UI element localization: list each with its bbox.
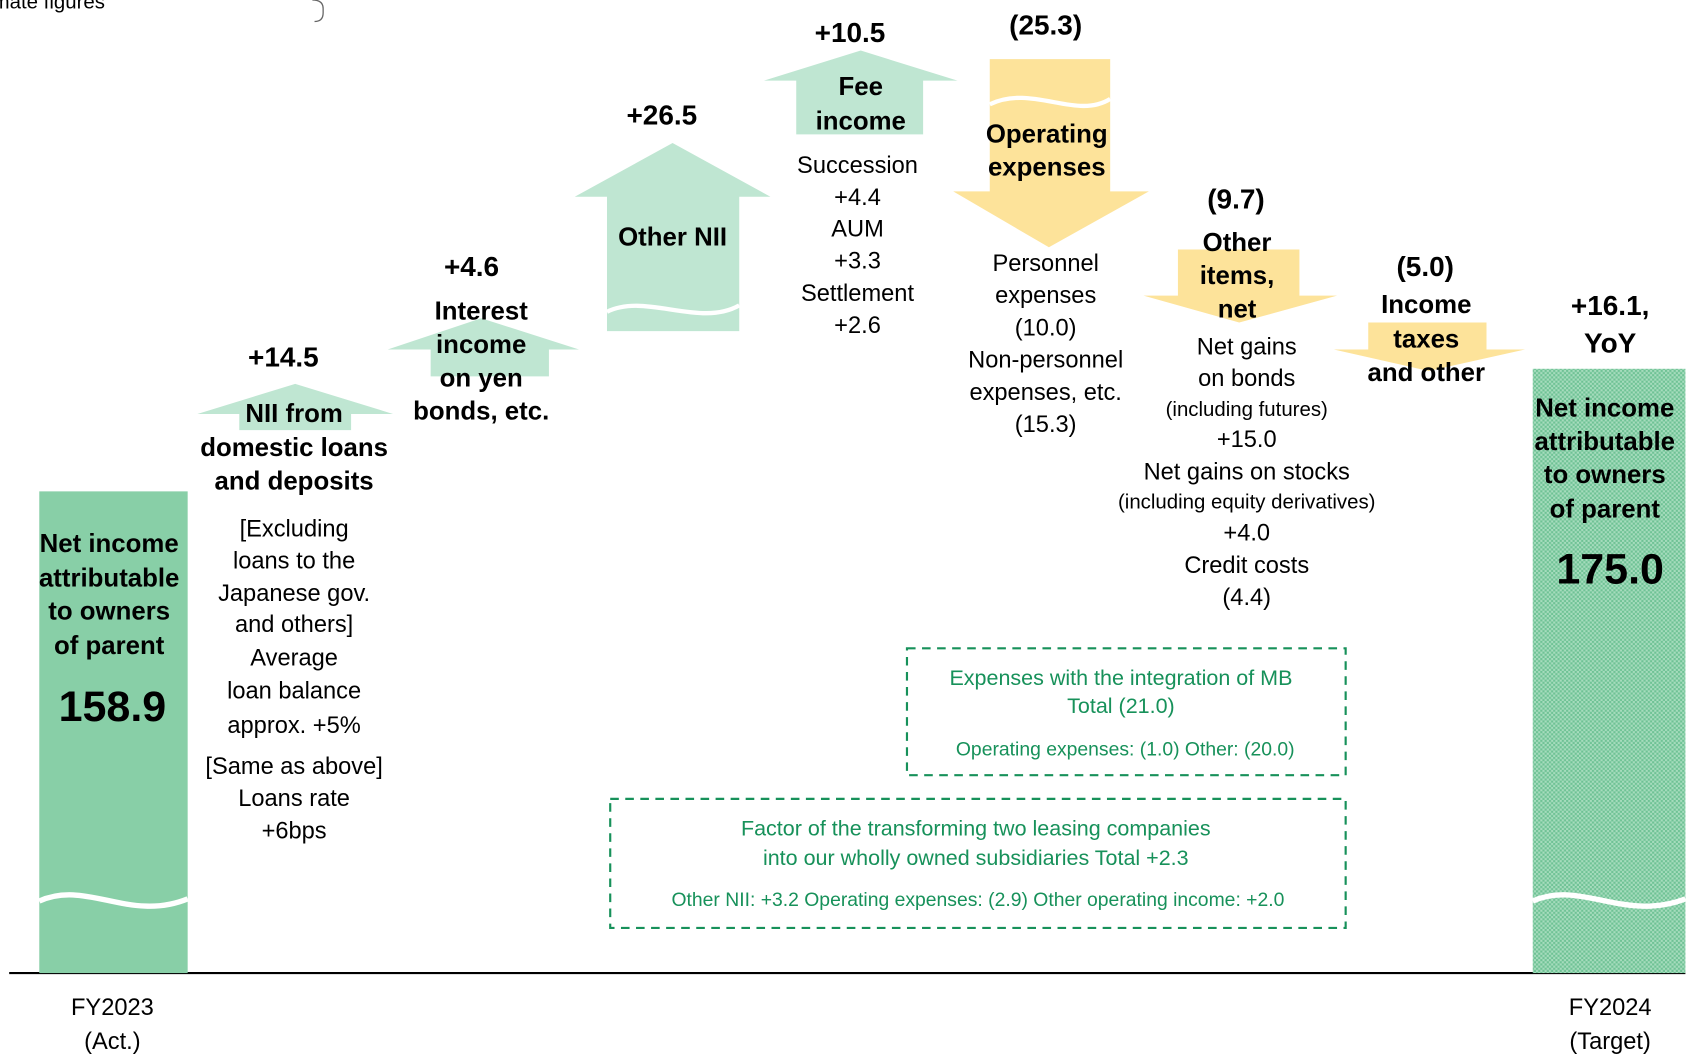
arrow (574, 143, 771, 332)
change-value: +4.6 (444, 251, 499, 282)
step-detail: Average (250, 645, 338, 671)
step-detail: expenses (995, 283, 1096, 309)
step-detail: on bonds (1198, 366, 1295, 392)
step-detail: (including equity derivatives) (1118, 492, 1375, 514)
down-arrows (953, 59, 1526, 371)
step-detail: Loans rate (238, 786, 350, 812)
change-value: (5.0) (1396, 251, 1453, 282)
arrow (763, 50, 958, 135)
period-label: (Target) (1569, 1029, 1650, 1055)
change-value: YoY (1584, 328, 1637, 359)
step-detail: approx. +5% (227, 713, 360, 739)
step-detail: Settlement (801, 281, 914, 307)
step-detail: +4.4 (834, 185, 881, 211)
bar-value: 158.9 (59, 683, 167, 731)
step-label: Fee (839, 73, 883, 101)
box-title: into our wholly owned subsidiaries Total… (763, 846, 1189, 870)
note-bracket (312, 0, 324, 23)
step-detail: and others] (235, 612, 353, 638)
step-label: net (1218, 296, 1257, 324)
step-label: bonds, etc. (413, 398, 549, 426)
step-label: income (436, 331, 526, 359)
change-value: +26.5 (626, 100, 697, 131)
period-label: (Act.) (84, 1029, 140, 1055)
step-detail: AUM (831, 216, 884, 242)
step-detail: Japanese gov. (218, 581, 370, 607)
break (1531, 892, 1686, 909)
step-label: domestic loans (200, 434, 388, 462)
step-label: income (816, 107, 906, 135)
step-detail: [Same as above] (205, 754, 382, 780)
box-title: Total (21.0) (1067, 694, 1175, 718)
bar-value: 175.0 (1556, 545, 1664, 593)
step-detail: (10.0) (1015, 315, 1077, 341)
bar-label: of parent (1550, 496, 1661, 524)
break (606, 303, 741, 316)
step-label: items, (1200, 262, 1275, 290)
arrow (1333, 322, 1526, 371)
box-title: Factor of the transforming two leasing c… (741, 817, 1211, 841)
bar-label: attributable (39, 564, 179, 592)
step-detail: +15.0 (1217, 427, 1277, 453)
arrow (387, 318, 580, 377)
bar-label: to owners (1544, 461, 1666, 489)
note-box (905, 647, 1347, 777)
bar-label: of parent (54, 632, 165, 660)
step-detail: Credit costs (1184, 553, 1309, 579)
step-label: expenses (988, 154, 1106, 182)
break (38, 892, 189, 909)
step-detail: +6bps (262, 818, 327, 844)
bar-label: attributable (1535, 428, 1675, 456)
step-label: taxes (1393, 326, 1459, 354)
break (988, 95, 1112, 109)
up-arrows (197, 50, 958, 431)
note: JPY bn, approximate figures (0, 0, 105, 14)
step-detail: expenses, etc. (969, 380, 1121, 406)
box-detail: Operating expenses: (1.0) Other: (20.0) (956, 739, 1295, 761)
step-detail: Succession (797, 153, 918, 179)
change-value: (25.3) (1009, 9, 1082, 40)
step-detail: +3.3 (834, 249, 881, 275)
change-value: (9.7) (1207, 183, 1264, 214)
step-detail: Non-personnel (968, 348, 1123, 374)
step-detail: (including futures) (1166, 399, 1328, 421)
step-label: Other (1203, 229, 1272, 257)
change-value: +10.5 (815, 17, 886, 48)
arrow (1143, 249, 1338, 323)
note-box (609, 797, 1347, 929)
step-detail: (15.3) (1015, 412, 1077, 438)
step-detail: +4.0 (1223, 521, 1270, 547)
period-label: FY2024 (1569, 995, 1652, 1021)
bar-label: Net income (1535, 394, 1674, 422)
change-value: +16.1, (1571, 290, 1649, 321)
step-label: Operating (986, 120, 1108, 148)
end-bar (1532, 368, 1686, 974)
arrow (953, 59, 1149, 248)
period-label: FY2023 (71, 995, 154, 1021)
step-detail: loan balance (227, 679, 361, 705)
step-detail: loans to the (233, 549, 355, 575)
step-detail: +2.6 (834, 313, 881, 339)
step-label: on yen (440, 364, 523, 392)
step-detail: [Excluding (240, 516, 349, 542)
step-detail: (4.4) (1222, 585, 1271, 611)
step-label: and deposits (215, 468, 374, 496)
step-label: Other NII (618, 224, 727, 252)
step-detail: Net gains on stocks (1144, 459, 1350, 485)
step-label: Interest (435, 298, 529, 326)
step-label: NII from (245, 400, 342, 428)
change-value: +14.5 (248, 342, 319, 373)
step-detail: Personnel (992, 251, 1098, 277)
box-detail: Other NII: +3.2 Operating expenses: (2.9… (671, 889, 1284, 911)
bar-label: Net income (40, 530, 179, 558)
step-detail: Net gains (1197, 335, 1297, 361)
bar-label: to owners (48, 598, 170, 626)
step-label: Income (1381, 291, 1471, 319)
step-label: and other (1368, 359, 1486, 387)
arrow (197, 383, 394, 431)
box-title: Expenses with the integration of MB (949, 666, 1292, 690)
